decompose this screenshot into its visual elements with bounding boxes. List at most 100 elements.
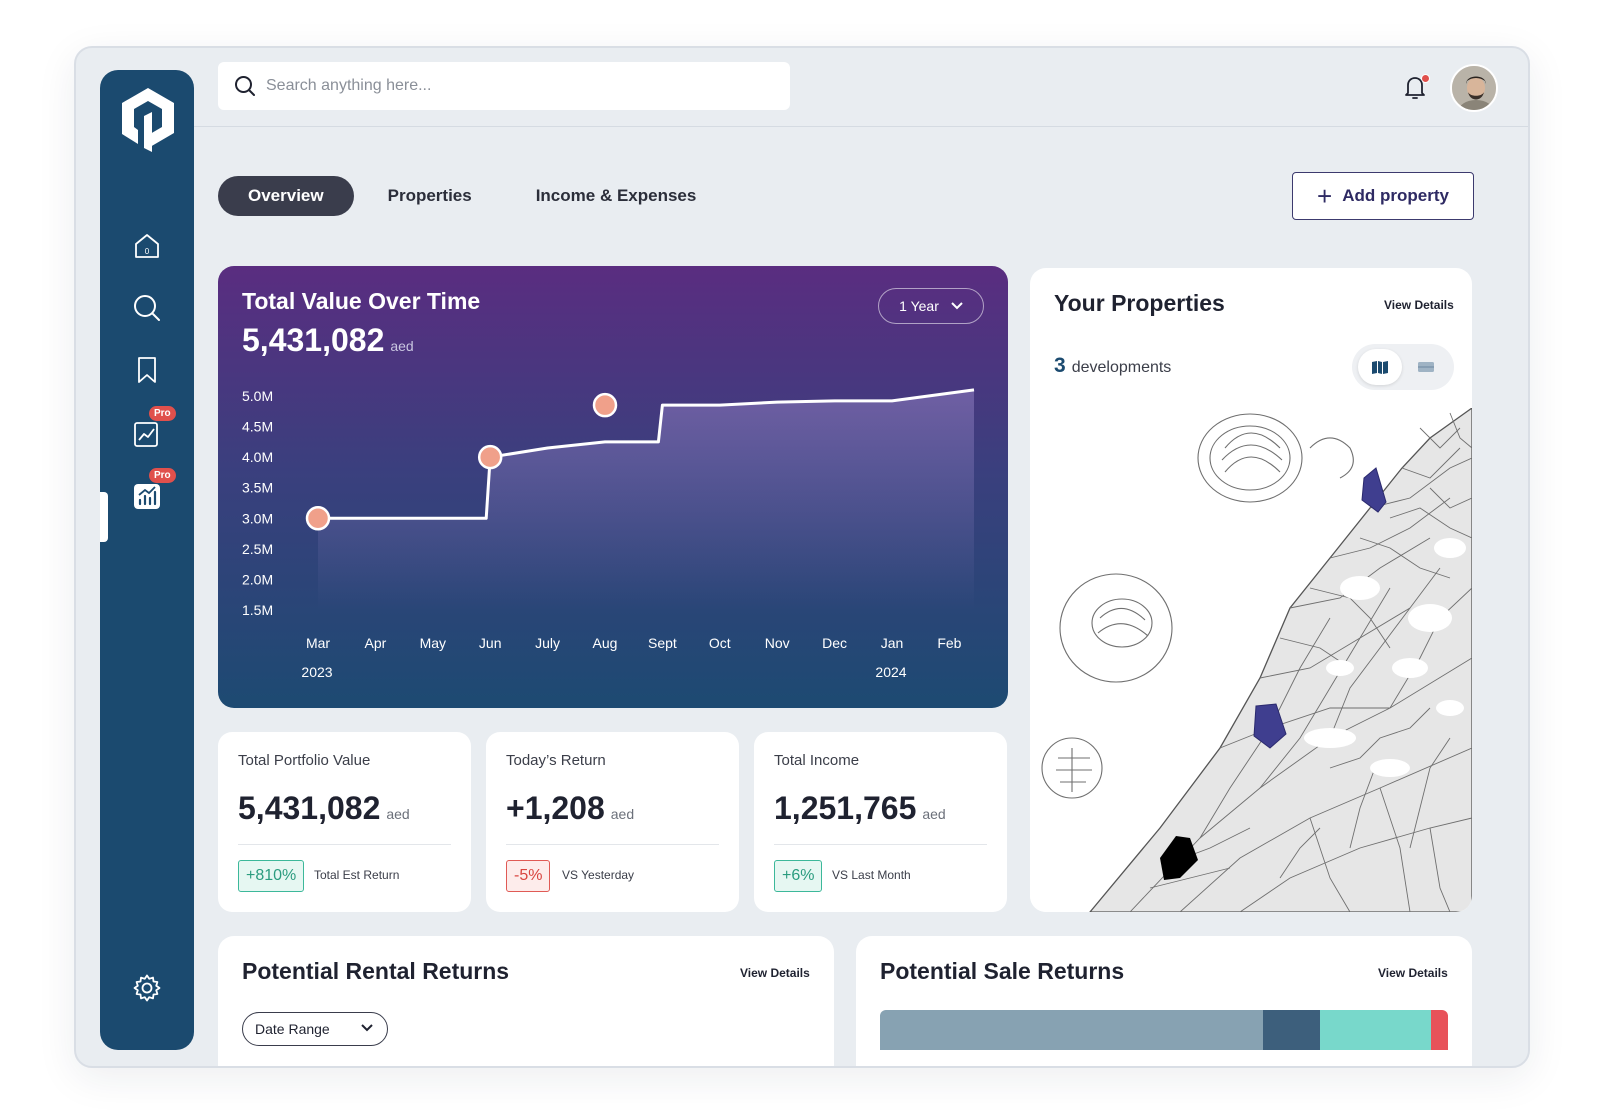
nav-reports[interactable]: Pro [127,468,176,516]
stat-card-portfolio: Total Portfolio Value 5,431,082 aed +810%… [218,732,471,912]
properties-map[interactable] [1030,408,1472,912]
developments-label: developments [1071,359,1172,376]
properties-title: Your Properties [1054,290,1225,316]
map-list-toggle [1352,344,1454,390]
stat-note: VS Yesterday [562,868,635,882]
list-view-icon [1418,362,1434,372]
x-tick-label: Dec [822,635,847,651]
avatar-image [1452,66,1496,110]
rental-returns-title: Potential Rental Returns [242,958,510,984]
x-tick-label: Mar [306,635,330,651]
properties-card: Your Properties View Details 3 developmen… [1030,268,1472,912]
y-tick-label: 4.5M [242,419,273,435]
x-tick-label: Apr [365,635,387,651]
x-tick-label: Oct [709,635,731,651]
x-tick-label: Jun [479,635,502,651]
stat-number: +1,208 [506,790,605,826]
stat-label: Total Portfolio Value [238,752,371,769]
search-bar[interactable] [218,62,790,110]
search-input[interactable] [266,77,746,95]
list-view-button[interactable] [1404,349,1448,385]
app-window: 0 Pro Pro [74,46,1530,1068]
tab-properties[interactable]: Properties [387,186,472,205]
stat-unit: aed [610,806,635,822]
developments-count: 3 developments [1054,354,1171,378]
add-property-label: Add property [1342,186,1449,205]
map-view-icon [1372,361,1388,374]
stat-note: Total Est Return [314,868,400,882]
tab-income-expenses[interactable]: Income & Expenses [535,186,697,205]
pro-badge: Pro [149,468,176,483]
chevron-down-icon [951,302,963,310]
year-label: 2023 [301,664,332,680]
chart-value-number: 5,431,082 [242,322,385,358]
nav-analytics[interactable]: Pro [127,406,176,454]
nav-search[interactable] [127,288,167,328]
user-avatar[interactable] [1450,64,1498,112]
stat-number: 5,431,082 [238,790,381,826]
x-tick-label: Sept [648,635,677,651]
x-tick-label: July [535,635,560,651]
date-range-label: Date Range [255,1021,330,1037]
y-tick-label: 2.0M [242,571,273,587]
chart-point-marker [305,506,331,531]
sale-returns-title: Potential Sale Returns [880,958,1125,984]
chart-total-value: 5,431,082 aed [242,322,414,359]
value-chart: 5.0M 4.5M 4.0M 3.5M 3.0M 2.5M 2.0M 1.5M Mar Apr Ma… [242,388,975,680]
stat-value: +1,208 aed [506,790,634,827]
stat-change-badge: +810% [238,860,305,892]
value-chart-card: 5.0M 4.5M 4.0M 3.5M 3.0M 2.5M 2.0M 1.5M Mar Apr Ma… [218,266,1008,708]
x-tick-label: Aug [593,635,618,651]
stat-label: Today’s Return [506,752,606,769]
rental-view-details-link[interactable]: View Details [740,966,810,980]
chart-point-marker [477,444,503,470]
search-icon [134,295,160,321]
map-view-button[interactable] [1358,349,1402,385]
stat-unit: aed [922,806,946,822]
topbar-divider [194,126,1528,127]
sale-bar-segment [1263,1010,1321,1050]
range-select-value: 1 Year [899,298,939,314]
date-range-select[interactable]: Date Range [242,1012,388,1046]
properties-view-details-link[interactable]: View Details [1384,298,1454,312]
pro-badge: Pro [149,406,176,421]
stat-card-total-income: Total Income 1,251,765 aed +6% VS Last Mo… [754,732,1007,912]
sale-bar-segment [1430,1010,1448,1050]
y-tick-label: 3.0M [242,510,273,526]
stat-divider [774,844,987,845]
sale-bar-segment [1320,1010,1431,1050]
stat-card-todays-return: Today’s Return +1,208 aed -5% VS Yesterda… [486,732,739,912]
notifications-button[interactable] [1404,74,1430,102]
stat-unit: aed [386,806,410,822]
logo-icon [122,88,174,152]
sidebar: 0 Pro Pro [100,70,194,1050]
nav-saved[interactable] [127,350,167,390]
stat-value: 5,431,082 aed [238,790,410,827]
y-tick-label: 5.0M [242,388,273,404]
add-property-button[interactable]: + Add property [1292,172,1474,220]
tab-overview[interactable]: Overview [218,176,354,216]
gear-icon [133,974,161,1002]
stat-divider [506,844,719,845]
bookmark-icon [138,357,156,383]
notification-dot [1421,74,1430,83]
stat-change-badge: -5% [506,860,551,892]
bar-chart-icon [134,484,160,509]
sale-view-details-link[interactable]: View Details [1378,966,1448,980]
sale-bar-segment [880,1010,1264,1050]
nav-settings[interactable] [127,968,167,1008]
year-label: 2024 [875,664,906,680]
x-tick-label: Nov [765,635,790,651]
nav-home[interactable]: 0 [127,226,167,266]
active-nav-indicator [100,492,108,542]
bell-icon [1405,77,1425,99]
stat-number: 1,251,765 [774,790,917,826]
home-count: 0 [145,247,150,256]
chart-value-unit: aed [390,338,414,354]
x-tick-label: Jan [881,635,904,651]
x-tick-label: Feb [937,635,961,651]
range-select[interactable]: 1 Year [878,288,984,324]
stat-divider [238,844,451,845]
tab-bar: Overview Properties Income & Expenses [218,176,730,216]
developments-number: 3 [1054,354,1066,377]
